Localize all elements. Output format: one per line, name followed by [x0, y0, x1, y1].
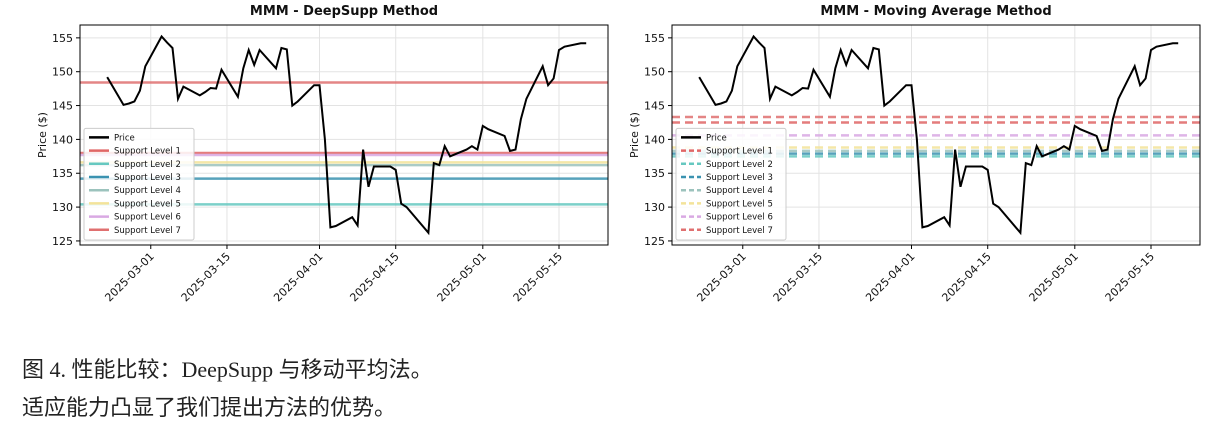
legend-label: Support Level 6 — [706, 213, 773, 223]
legend-label: Support Level 7 — [114, 226, 181, 236]
legend-label: Support Level 5 — [114, 199, 181, 209]
legend-label: Support Level 2 — [706, 160, 773, 170]
x-tick-label: 2025-04-15 — [939, 250, 993, 304]
plot-frame — [671, 24, 1201, 246]
x-tick-label: 2025-04-15 — [347, 250, 401, 304]
legend-label: Support Level 3 — [114, 173, 181, 183]
y-tick-label: 150 — [644, 66, 665, 79]
y-tick-label: 150 — [52, 66, 73, 79]
y-tick-label: 130 — [52, 201, 73, 214]
y-tick-label: 140 — [644, 133, 665, 146]
caption-line: 图 4. 性能比较：DeepSupp 与移动平均法。 — [22, 357, 433, 382]
x-tick-label: 2025-05-01 — [1027, 250, 1081, 304]
x-tick-label: 2025-03-15 — [179, 250, 233, 304]
y-tick-label: 130 — [644, 201, 665, 214]
price-line — [106, 34, 587, 236]
y-tick-label: 125 — [52, 235, 73, 248]
legend-label: Support Level 4 — [706, 186, 773, 196]
price-line — [698, 34, 1179, 236]
legend-box — [83, 127, 195, 241]
y-tick-label: 135 — [644, 167, 665, 180]
chart-title: MMM - DeepSupp Method — [250, 4, 438, 19]
y-tick-label: 140 — [52, 133, 73, 146]
legend-label: Support Level 5 — [706, 199, 773, 209]
x-tick-label: 2025-04-01 — [863, 250, 917, 304]
x-tick-label: 2025-03-01 — [694, 250, 748, 304]
x-tick-label: 2025-03-01 — [102, 250, 156, 304]
legend-label: Support Level 6 — [114, 213, 181, 223]
y-tick-label: 145 — [644, 100, 665, 113]
y-axis-label: Price ($) — [36, 112, 49, 158]
y-tick-label: 145 — [52, 100, 73, 113]
y-tick-label: 155 — [644, 32, 665, 45]
x-tick-label: 2025-05-15 — [511, 250, 565, 304]
x-tick-label: 2025-04-01 — [271, 250, 325, 304]
y-tick-label: 135 — [52, 167, 73, 180]
y-axis-label: Price ($) — [628, 112, 641, 158]
chart-title: MMM - Moving Average Method — [820, 4, 1051, 19]
legend-label: Support Level 1 — [706, 147, 773, 157]
legend-label: Price — [706, 133, 727, 143]
x-tick-label: 2025-03-15 — [771, 250, 825, 304]
caption-line: 适应能力凸显了我们提出方法的优势。 — [22, 395, 397, 420]
y-tick-label: 155 — [52, 32, 73, 45]
x-tick-label: 2025-05-01 — [435, 250, 489, 304]
legend-label: Support Level 7 — [706, 226, 773, 236]
plot-frame — [79, 24, 609, 246]
x-tick-label: 2025-05-15 — [1103, 250, 1157, 304]
legend-label: Support Level 4 — [114, 186, 181, 196]
y-tick-label: 125 — [644, 235, 665, 248]
legend-label: Price — [114, 133, 135, 143]
legend-label: Support Level 3 — [706, 173, 773, 183]
legend-label: Support Level 2 — [114, 160, 181, 170]
legend-label: Support Level 1 — [114, 147, 181, 157]
figure: MMM - DeepSupp Method Price ($) 125 130 135 1… — [36, 4, 1201, 304]
legend-box — [675, 127, 787, 241]
